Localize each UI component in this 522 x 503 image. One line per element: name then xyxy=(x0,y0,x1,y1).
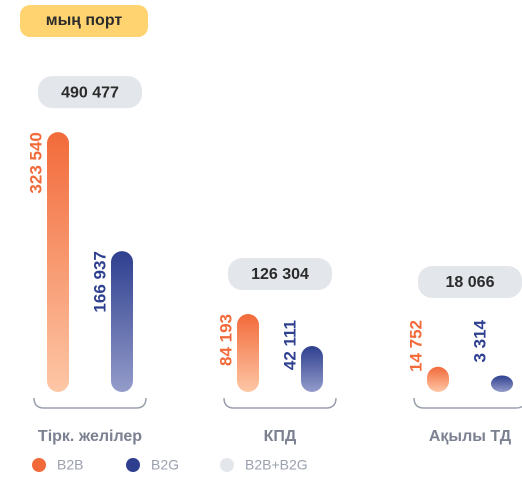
bar xyxy=(427,366,449,392)
unit-label: мың порт xyxy=(46,12,123,29)
value-label: 14 752 xyxy=(406,320,425,372)
category-label: КПД xyxy=(264,428,297,445)
total-label: 126 304 xyxy=(251,266,309,283)
legend-label: B2B+B2G xyxy=(245,457,308,473)
legend-marker xyxy=(220,458,234,472)
total-pill xyxy=(38,76,142,109)
legend-label: B2B xyxy=(57,457,83,473)
value-label: 323 540 xyxy=(26,132,45,193)
bar xyxy=(491,375,513,392)
bracket xyxy=(223,397,337,409)
bracket xyxy=(413,397,522,409)
bar xyxy=(301,345,323,392)
total-pill xyxy=(228,258,332,291)
unit-badge xyxy=(20,5,148,37)
legend-marker xyxy=(32,458,46,472)
category-label: Ақылы ТД xyxy=(429,428,512,445)
value-label: 3 314 xyxy=(470,319,489,362)
legend-label: B2G xyxy=(151,457,179,473)
value-label: 84 193 xyxy=(216,314,235,366)
total-pill xyxy=(418,266,522,298)
total-label: 18 066 xyxy=(446,274,495,291)
total-label: 490 477 xyxy=(61,84,119,101)
bar xyxy=(111,251,133,392)
category-label: Тірк. желілер xyxy=(38,428,142,445)
value-label: 42 111 xyxy=(280,320,299,370)
legend-marker xyxy=(126,458,140,472)
value-label: 166 937 xyxy=(90,251,109,312)
bar xyxy=(47,132,69,392)
bar xyxy=(237,314,259,392)
bracket xyxy=(33,397,147,409)
